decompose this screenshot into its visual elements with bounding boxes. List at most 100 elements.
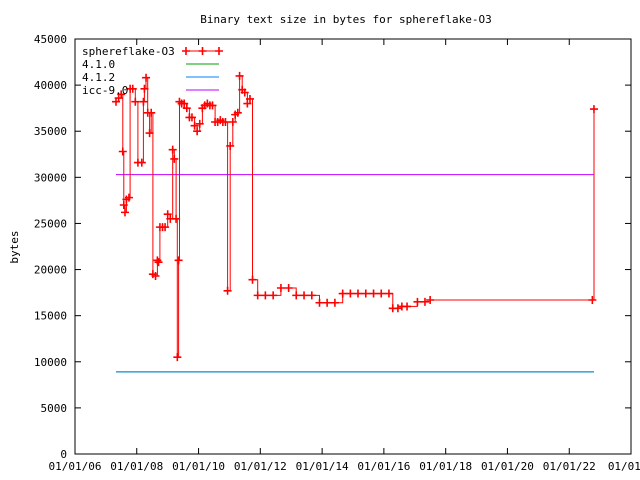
data-point bbox=[163, 210, 172, 219]
data-point bbox=[300, 291, 309, 300]
data-point bbox=[245, 94, 254, 103]
x-tick-label: 01/01/20 bbox=[481, 460, 534, 473]
y-tick-label: 0 bbox=[60, 448, 67, 461]
data-point bbox=[269, 291, 278, 300]
data-point bbox=[253, 291, 262, 300]
data-point bbox=[187, 113, 196, 122]
legend-label-sphereflake-o3: sphereflake-O3 bbox=[82, 45, 175, 58]
y-tick-label: 20000 bbox=[34, 264, 67, 277]
data-point bbox=[323, 298, 332, 307]
data-point bbox=[233, 108, 242, 117]
data-point bbox=[180, 99, 189, 108]
y-axis-label: bytes bbox=[8, 230, 21, 263]
series-sphereflake-o3 bbox=[112, 71, 598, 362]
data-point bbox=[369, 289, 378, 298]
y-tick-label: 35000 bbox=[34, 125, 67, 138]
y-tick-label: 30000 bbox=[34, 171, 67, 184]
data-point bbox=[235, 71, 244, 80]
data-point bbox=[120, 208, 129, 217]
legend-marker bbox=[198, 47, 207, 55]
x-tick-label: 01/01/22 bbox=[543, 460, 596, 473]
data-point bbox=[403, 302, 412, 311]
x-tick-label: 01/01/18 bbox=[419, 460, 472, 473]
legend-label-4-1-0: 4.1.0 bbox=[82, 58, 115, 71]
x-tick-label: 01/01/16 bbox=[357, 460, 410, 473]
x-tick-label: 01/01/12 bbox=[234, 460, 287, 473]
data-point bbox=[151, 272, 160, 281]
data-point bbox=[261, 291, 270, 300]
legend-marker bbox=[215, 47, 223, 55]
data-point bbox=[124, 193, 133, 202]
plot-frame bbox=[74, 38, 632, 455]
legend-marker bbox=[182, 47, 190, 55]
data-point bbox=[223, 286, 232, 295]
x-tick-label: 01/01/08 bbox=[110, 460, 163, 473]
data-point bbox=[153, 256, 162, 265]
data-point bbox=[276, 284, 285, 292]
x-tick-label: 01/01/2 bbox=[608, 460, 640, 473]
data-point bbox=[195, 119, 204, 128]
data-point bbox=[243, 99, 252, 108]
y-tick-label: 5000 bbox=[41, 402, 68, 415]
y-tick-label: 15000 bbox=[34, 310, 67, 323]
data-point bbox=[393, 304, 402, 313]
axes: 0 5000 10000 15000 20000 25000 30000 35000 40000… bbox=[34, 33, 640, 473]
data-point bbox=[588, 295, 597, 304]
data-point bbox=[140, 84, 149, 93]
data-point bbox=[208, 101, 217, 110]
legend-label-4-1-2: 4.1.2 bbox=[82, 71, 115, 84]
data-point bbox=[226, 141, 235, 150]
data-point bbox=[154, 258, 163, 267]
data-point bbox=[248, 275, 257, 284]
data-point bbox=[118, 147, 127, 156]
data-point bbox=[338, 289, 347, 298]
data-point bbox=[193, 127, 202, 136]
data-point bbox=[292, 291, 301, 300]
data-point bbox=[384, 289, 393, 298]
data-point bbox=[284, 284, 293, 292]
data-point bbox=[168, 145, 177, 154]
legend-label-icc-9-0: icc-9.0 bbox=[82, 84, 128, 97]
data-point bbox=[131, 97, 140, 106]
data-point bbox=[147, 108, 156, 117]
data-point bbox=[228, 118, 237, 126]
y-tick-label: 25000 bbox=[34, 217, 67, 230]
data-point bbox=[174, 256, 183, 265]
data-point bbox=[170, 154, 179, 163]
data-point bbox=[353, 289, 362, 298]
x-tick-label: 01/01/14 bbox=[296, 460, 349, 473]
data-point bbox=[117, 90, 126, 99]
data-point bbox=[161, 223, 170, 232]
data-point bbox=[361, 289, 370, 298]
y-tick-label: 40000 bbox=[34, 79, 67, 92]
x-tick-label: 01/01/06 bbox=[49, 460, 102, 473]
x-tick-label: 01/01/10 bbox=[172, 460, 225, 473]
data-point bbox=[307, 291, 316, 300]
data-point bbox=[426, 295, 435, 304]
data-point bbox=[137, 158, 146, 167]
data-point bbox=[221, 118, 230, 126]
data-point bbox=[377, 289, 386, 298]
data-point bbox=[182, 104, 191, 113]
y-tick-label: 10000 bbox=[34, 356, 67, 369]
data-point bbox=[142, 73, 151, 82]
data-point bbox=[139, 97, 148, 106]
data-point bbox=[173, 353, 182, 362]
data-point bbox=[413, 297, 422, 306]
chart-title: Binary text size in bytes for sphereflak… bbox=[200, 13, 491, 26]
data-point bbox=[330, 298, 339, 307]
data-point bbox=[420, 297, 429, 306]
y-tick-label: 45000 bbox=[34, 33, 67, 46]
data-point bbox=[589, 105, 598, 114]
data-point bbox=[240, 88, 249, 97]
data-point bbox=[145, 129, 154, 138]
data-point bbox=[172, 214, 181, 223]
data-point bbox=[346, 289, 355, 298]
data-point bbox=[315, 298, 324, 307]
data-point bbox=[128, 84, 137, 93]
series-layer bbox=[112, 71, 598, 373]
data-point bbox=[190, 121, 199, 130]
data-point bbox=[119, 201, 128, 209]
